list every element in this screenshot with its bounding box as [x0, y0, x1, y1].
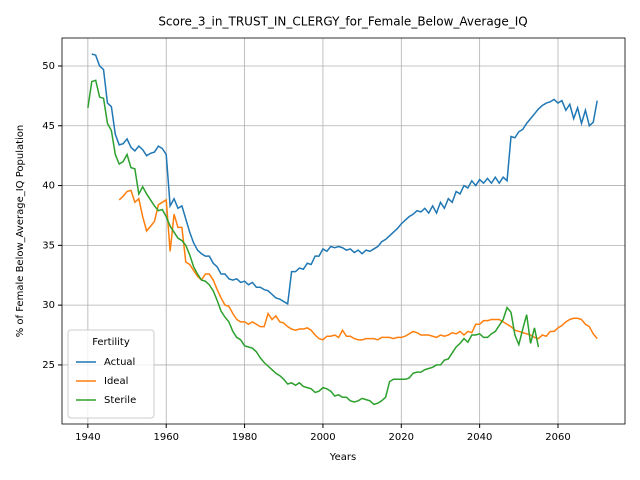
y-axis-label: % of Female Below_Average_IQ Population [15, 125, 26, 338]
y-tick-label: 30 [42, 300, 55, 311]
legend-box [67, 329, 155, 419]
plot-frame [61, 37, 626, 425]
series-line [118, 189, 598, 341]
y-tick-label: 25 [42, 360, 55, 371]
legend-title: Fertility [92, 337, 130, 348]
y-tick-label: 40 [42, 181, 55, 192]
x-tick-label: 1980 [232, 432, 257, 443]
y-tick-label: 45 [42, 121, 55, 132]
x-tick-label: 2000 [310, 432, 335, 443]
y-tick-label: 35 [42, 240, 55, 251]
legend-label: Sterile [104, 395, 136, 406]
x-tick-label: 2020 [389, 432, 414, 443]
legend-label: Ideal [104, 376, 128, 387]
x-tick-label: 2040 [467, 432, 492, 443]
series-line [87, 79, 540, 406]
x-tick-label: 2060 [545, 432, 570, 443]
x-axis-label: Years [329, 452, 356, 463]
chart-title: Score_3_in_TRUST_IN_CLERGY_for_Female_Be… [158, 15, 527, 29]
x-tick-label: 1960 [153, 432, 178, 443]
y-tick-label: 50 [42, 61, 55, 72]
legend: Fertility Actual Ideal Sterile [67, 329, 155, 419]
x-tick-label: 1940 [75, 432, 100, 443]
legend-label: Actual [104, 357, 135, 368]
series-line [91, 53, 598, 306]
